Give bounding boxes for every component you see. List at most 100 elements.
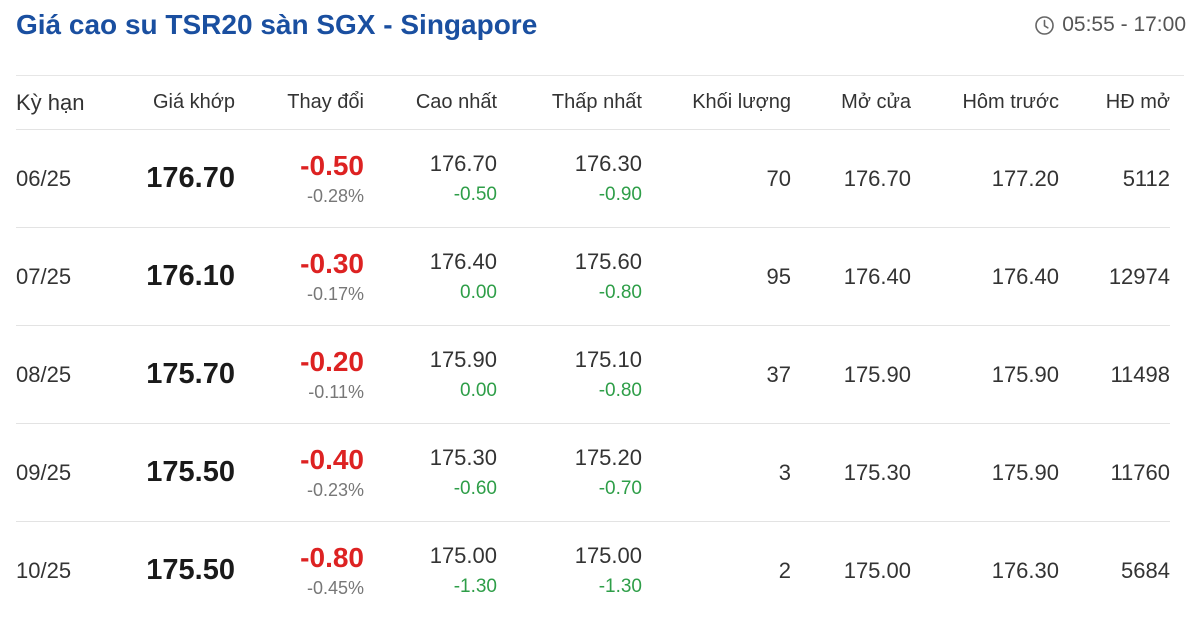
change-percent: -0.28% [306,185,364,206]
col-header-open: Mở cửa [791,76,911,130]
change-percent: -0.11% [308,381,364,402]
table-row[interactable]: 07/25 176.10 -0.30 -0.17% 176.40 0.00 175.60 -0… [16,227,1170,326]
low-cell: 175.00 -1.30 [497,522,642,620]
volume-cell: 70 [642,129,791,228]
table-header-row: Kỳ hạn Giá khớp Thay đổi Cao nhất Thấp n… [16,76,1170,130]
volume-cell: 37 [642,325,791,424]
high-change: 0.00 [460,379,497,401]
open-cell: 175.30 [791,423,911,522]
high-change: -0.50 [453,183,497,205]
open-cell: 175.90 [791,325,911,424]
high-value: 176.70 [429,150,497,176]
col-header-low: Thấp nhất [497,76,642,130]
low-cell: 175.10 -0.80 [497,325,642,424]
page-title: Giá cao su TSR20 sàn SGX - Singapore [16,9,538,40]
low-change: -0.90 [598,183,642,205]
open-interest-cell: 5112 [1059,129,1170,228]
table-row[interactable]: 09/25 175.50 -0.40 -0.23% 175.30 -0.60 175.20 -… [16,423,1170,522]
table-row[interactable]: 06/25 176.70 -0.50 -0.28% 176.70 -0.50 176.30 -… [16,129,1170,228]
change-value: -0.80 [300,541,364,573]
col-header-volume: Khối lượng [642,76,791,130]
term-cell: 09/25 [16,423,111,522]
open-interest-cell: 11498 [1059,325,1170,424]
col-header-open-interest: HĐ mở [1059,76,1170,130]
volume-cell: 95 [642,227,791,326]
term-cell: 10/25 [16,557,72,583]
col-header-prev: Hôm trước [911,76,1059,130]
open-cell: 176.40 [791,227,911,326]
low-change: -1.30 [598,575,642,597]
high-cell: 176.70 -0.50 [364,129,497,228]
open-interest-cell: 11760 [1059,423,1170,522]
term-cell: 07/25 [16,227,111,326]
table-row[interactable]: 08/25 175.70 -0.20 -0.11% 175.90 0.00 175.10 -0… [16,325,1170,424]
last-price: 176.10 [146,260,235,292]
trading-hours-text: 05:55 - 17:00 [1062,13,1186,36]
high-change: -0.60 [453,477,497,499]
change-percent: -0.17% [306,283,364,304]
col-header-term: Kỳ hạn [16,76,111,130]
high-value: 175.30 [429,444,497,470]
price-table: Kỳ hạn Giá khớp Thay đổi Cao nhất Thấp n… [16,76,1170,619]
change-cell: -0.30 -0.17% [235,227,364,326]
low-value: 175.00 [574,542,642,568]
open-interest-cell: 5684 [1121,557,1170,583]
trading-hours: 05:55 - 17:00 [1034,10,1186,40]
prev-close-cell: 176.30 [991,557,1059,583]
change-value: -0.30 [300,247,364,279]
high-value: 175.90 [429,346,497,372]
last-price: 176.70 [146,162,235,194]
change-cell: -0.40 -0.23% [235,423,364,522]
col-header-change: Thay đổi [235,76,364,130]
open-cell: 176.70 [791,129,911,228]
high-value: 175.00 [429,542,497,568]
prev-close-cell: 177.20 [911,129,1059,228]
col-header-price: Giá khớp [111,76,235,130]
change-value: -0.20 [300,345,364,377]
low-change: -0.70 [598,477,642,499]
last-price: 175.70 [146,358,235,390]
change-cell: -0.80 -0.45% [235,522,364,620]
change-value: -0.40 [300,443,364,475]
high-change: -1.30 [453,575,497,597]
high-cell: 176.40 0.00 [364,227,497,326]
volume-cell: 2 [778,557,791,583]
change-cell: -0.20 -0.11% [235,325,364,424]
prev-close-cell: 176.40 [911,227,1059,326]
high-cell: 175.30 -0.60 [364,423,497,522]
col-header-high: Cao nhất [364,76,497,130]
change-percent: -0.23% [306,479,364,500]
term-cell: 06/25 [16,129,111,228]
prev-close-cell: 175.90 [911,325,1059,424]
low-change: -0.80 [598,281,642,303]
price-cell: 175.50 [111,522,235,620]
high-cell: 175.00 -1.30 [364,522,497,620]
change-value: -0.50 [300,149,364,181]
price-cell: 176.10 [111,227,235,326]
low-value: 175.60 [574,248,642,274]
change-percent: -0.45% [306,577,364,598]
low-cell: 175.20 -0.70 [497,423,642,522]
term-cell: 08/25 [16,325,111,424]
price-cell: 176.70 [111,129,235,228]
change-cell: -0.50 -0.28% [235,129,364,228]
volume-cell: 3 [642,423,791,522]
price-cell: 175.70 [111,325,235,424]
open-interest-cell: 12974 [1059,227,1170,326]
last-price: 175.50 [146,554,235,586]
low-value: 175.10 [574,346,642,372]
header-divider [16,75,1184,76]
prev-close-cell: 175.90 [911,423,1059,522]
low-cell: 175.60 -0.80 [497,227,642,326]
high-value: 176.40 [429,248,497,274]
high-change: 0.00 [460,281,497,303]
low-value: 175.20 [574,444,642,470]
open-cell: 175.00 [843,557,911,583]
low-value: 176.30 [574,150,642,176]
table-row[interactable]: 10/25 175.50 -0.80 -0.45% 175.00 -1.30 175.00 -… [16,522,1170,620]
high-cell: 175.90 0.00 [364,325,497,424]
clock-icon [1034,15,1055,36]
low-change: -0.80 [598,379,642,401]
last-price: 175.50 [146,456,235,488]
